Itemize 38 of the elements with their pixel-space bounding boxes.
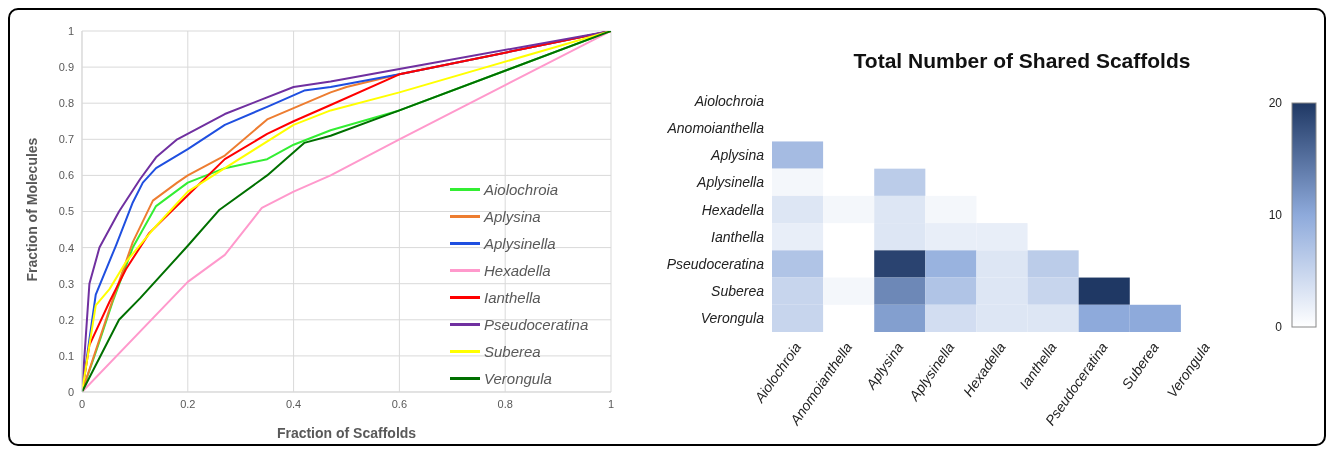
y-tick-label: Aiolochroia [693,92,765,109]
y-tick-label: Anomoianthella [666,119,765,136]
y-tick-label: Pseudoceratina [666,255,765,272]
legend-label: Ianthella [484,289,541,306]
chart-title: Total Number of Shared Scaffolds [853,49,1191,72]
y-axis-title: Fraction of Molecules [23,137,40,282]
y-tick-label: 0.7 [58,133,74,146]
y-tick-label: Verongula [700,310,765,327]
x-tick-label: 0.2 [180,397,196,410]
y-tick-label: Ianthella [711,228,765,245]
legend-label: Aplysina [484,208,541,225]
y-tick-label: 0.3 [58,277,74,290]
color-bar-label: 0 [1275,320,1283,334]
y-tick-label: Hexadella [701,201,765,218]
x-tick-label: 0.6 [391,397,408,410]
y-tick-label: Suberea [711,283,765,300]
x-tick-label: 0.8 [497,397,513,410]
y-tick-label: 0.5 [58,205,74,218]
x-axis-title: Fraction of Scaffolds [276,425,417,441]
legend-label: Aplysinella [484,235,556,252]
legend-label: Aiolochroia [484,181,559,198]
y-tick-label: Aplysina [710,147,765,164]
line-series [82,31,611,392]
color-bar-label: 20 [1268,96,1283,110]
y-tick-label: 0.4 [58,241,74,254]
legend-label: Hexadella [484,262,551,279]
y-tick-label: 0.6 [58,169,74,182]
y-tick-label: 1 [67,24,74,37]
legend-label: Pseudoceratina [484,316,589,333]
y-tick-label: 0.8 [58,97,74,110]
x-tick-label: 0 [78,397,86,410]
y-tick-label: 0.1 [58,349,74,362]
x-tick-label: 1 [607,397,615,410]
y-tick-label: 0.9 [58,61,74,73]
y-tick-label: 0.2 [58,313,74,326]
color-bar-label: 10 [1268,208,1283,222]
y-tick-label: Aplysinella [696,174,765,191]
x-tick-label: 0.4 [285,397,302,410]
